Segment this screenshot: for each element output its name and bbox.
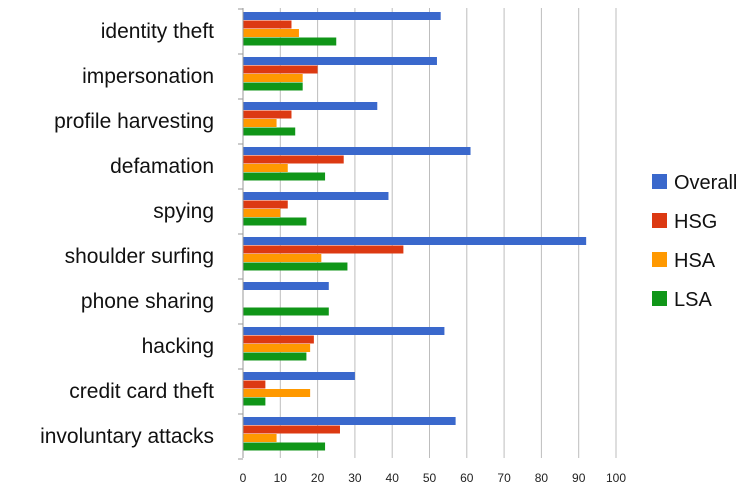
- bar-overall-5: [243, 237, 587, 245]
- axes: [238, 8, 244, 460]
- legend-label-hsg: HSG: [674, 211, 717, 233]
- bar-hsa-9: [243, 434, 277, 442]
- bar-hsa-5: [243, 254, 322, 262]
- bar-lsa-8: [243, 397, 266, 406]
- bar-overall-8: [243, 372, 355, 380]
- category-label: profile harvesting: [54, 110, 214, 133]
- bar-hsg-5: [243, 245, 404, 254]
- bar-hsa-4: [243, 209, 281, 217]
- bar-overall-9: [243, 417, 456, 425]
- legend-swatch-hsg: [652, 213, 667, 228]
- bar-lsa-9: [243, 442, 326, 451]
- bar-hsg-0: [243, 20, 292, 29]
- legend-swatch-hsa: [652, 252, 667, 267]
- category-label: impersonation: [82, 65, 214, 88]
- x-tick-label: 0: [240, 471, 247, 485]
- category-label: identity theft: [101, 20, 214, 43]
- legend-label-lsa: LSA: [674, 289, 712, 311]
- legend: Overall HSG HSA LSA: [652, 172, 737, 311]
- x-tick-label: 10: [274, 471, 288, 485]
- bar-lsa-3: [243, 172, 326, 181]
- legend-swatch-lsa: [652, 291, 667, 306]
- legend-label-overall: Overall: [674, 172, 737, 194]
- bar-overall-3: [243, 147, 471, 155]
- category-label: phone sharing: [81, 290, 214, 313]
- category-label: shoulder surfing: [65, 245, 214, 268]
- bar-hsg-3: [243, 155, 344, 164]
- bar-hsg-2: [243, 110, 292, 119]
- legend-swatch-overall: [652, 174, 667, 189]
- x-tick-label: 90: [572, 471, 586, 485]
- bar-overall-6: [243, 282, 329, 290]
- category-label: hacking: [142, 335, 214, 358]
- x-tick-label: 40: [386, 471, 400, 485]
- bars: [243, 12, 587, 451]
- x-tick-label: 60: [460, 471, 474, 485]
- bar-hsg-8: [243, 380, 266, 389]
- bar-hsa-0: [243, 29, 299, 37]
- x-tick-label: 70: [497, 471, 511, 485]
- bar-overall-1: [243, 57, 437, 65]
- category-label: credit card theft: [69, 380, 214, 403]
- x-tick-label: 50: [423, 471, 437, 485]
- bar-hsg-7: [243, 335, 314, 344]
- category-labels: identity theft impersonation profile harve…: [40, 20, 214, 448]
- category-label: involuntary attacks: [40, 425, 214, 448]
- bar-lsa-6: [243, 307, 329, 316]
- legend-label-hsa: HSA: [674, 250, 716, 272]
- bar-hsa-1: [243, 74, 303, 82]
- bar-hsg-9: [243, 425, 340, 434]
- x-tick-label: 80: [535, 471, 549, 485]
- bar-overall-0: [243, 12, 441, 20]
- bar-lsa-0: [243, 37, 337, 46]
- x-tick-label: 100: [606, 471, 626, 485]
- bar-overall-2: [243, 102, 378, 110]
- x-tick-labels: 0 10 20 30 40 50 60 70 80 90 100: [240, 471, 627, 485]
- bar-hsa-2: [243, 119, 277, 127]
- grid-lines: [279, 8, 617, 458]
- bar-lsa-4: [243, 217, 307, 226]
- bar-overall-7: [243, 327, 445, 335]
- bar-lsa-7: [243, 352, 307, 361]
- bar-hsa-7: [243, 344, 311, 352]
- bar-hsa-3: [243, 164, 288, 172]
- bar-lsa-2: [243, 127, 296, 136]
- bar-overall-4: [243, 192, 389, 200]
- bar-hsa-8: [243, 389, 311, 397]
- bar-lsa-5: [243, 262, 348, 271]
- category-label: defamation: [110, 155, 214, 178]
- bar-hsg-1: [243, 65, 318, 74]
- bar-lsa-1: [243, 82, 303, 91]
- bar-hsg-4: [243, 200, 288, 209]
- x-tick-label: 30: [348, 471, 362, 485]
- x-tick-label: 20: [311, 471, 325, 485]
- category-label: spying: [153, 200, 214, 223]
